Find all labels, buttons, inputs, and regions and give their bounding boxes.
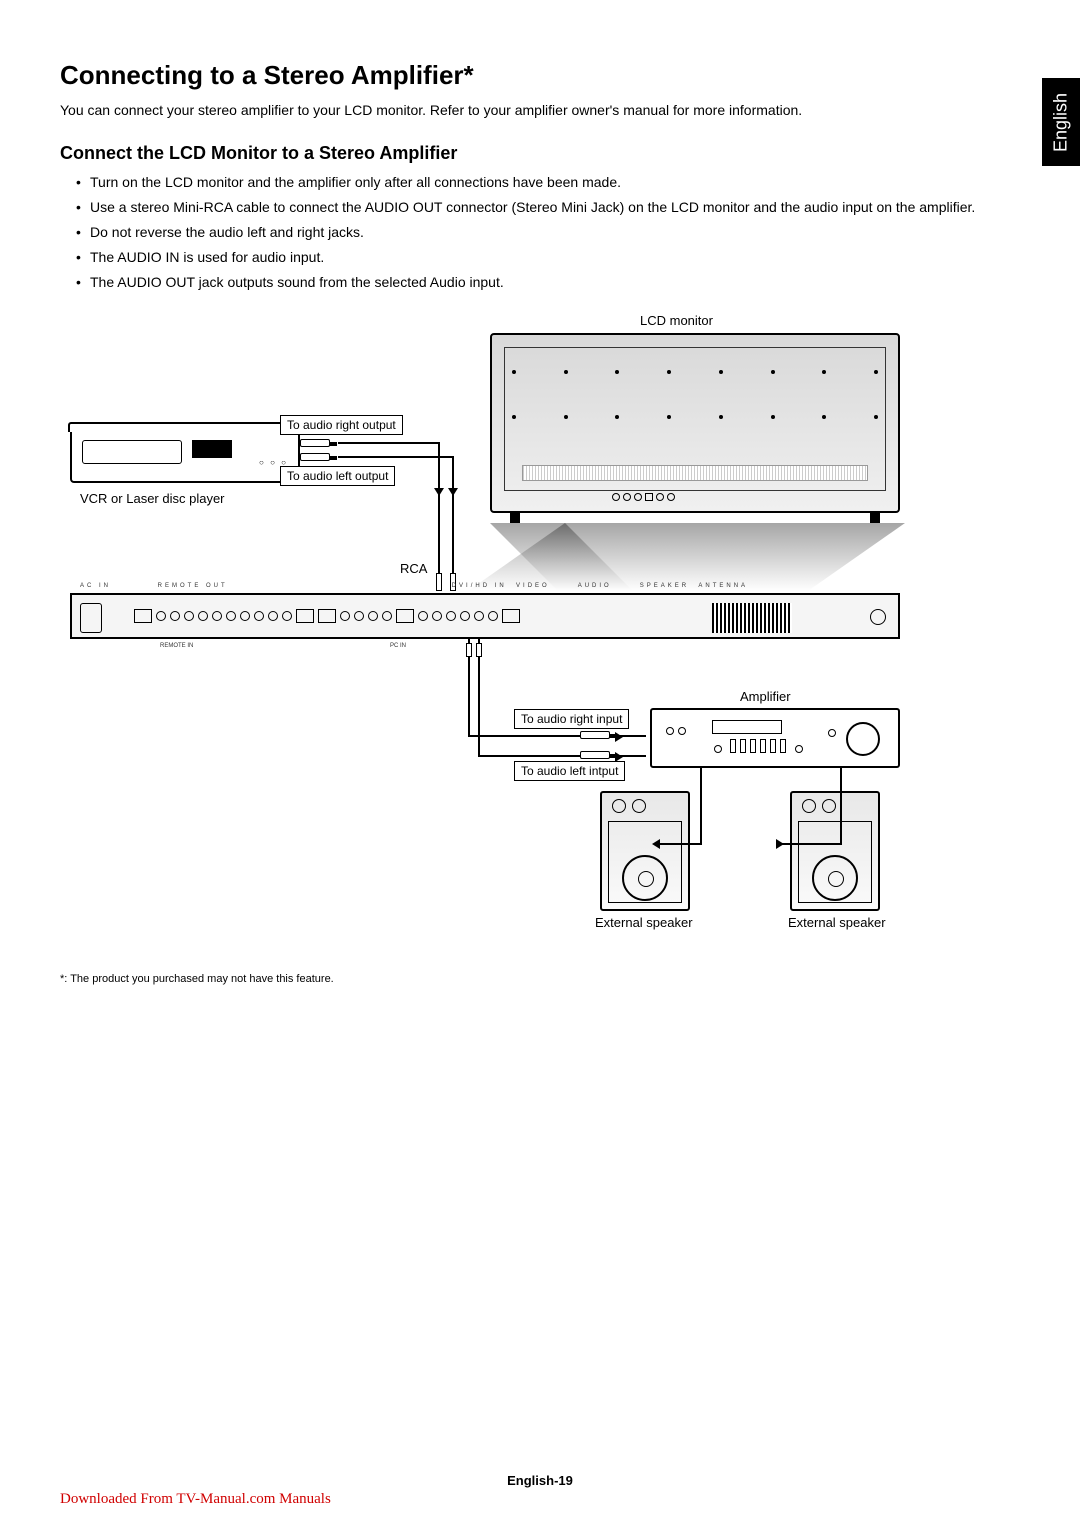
label-lcd-monitor: LCD monitor: [640, 313, 713, 328]
list-item: Do not reverse the audio left and right …: [76, 222, 1020, 243]
intro-text: You can connect your stereo amplifier to…: [60, 101, 1020, 121]
download-source-link[interactable]: Downloaded From TV-Manual.com Manuals: [60, 1491, 331, 1508]
connection-diagram: LCD monitor ○ ○ ○ VCR or Laser disc play…: [60, 313, 1000, 953]
label-rca: RCA: [400, 561, 427, 576]
label-amplifier: Amplifier: [740, 689, 791, 704]
page-title: Connecting to a Stereo Amplifier*: [60, 60, 1020, 91]
language-tab: English: [1042, 78, 1080, 166]
label-external-speaker: External speaker: [788, 915, 886, 930]
rca-plug-icon: [300, 439, 330, 447]
rca-plug-icon: [580, 731, 610, 739]
page-number: English-19: [0, 1473, 1080, 1488]
label-audio-right-input: To audio right input: [514, 709, 629, 729]
vcr-icon: ○ ○ ○: [70, 428, 300, 483]
list-item: Use a stereo Mini-RCA cable to connect t…: [76, 197, 1020, 218]
list-item: The AUDIO OUT jack outputs sound from th…: [76, 272, 1020, 293]
label-vcr: VCR or Laser disc player: [80, 491, 225, 506]
label-audio-right-output: To audio right output: [280, 415, 403, 435]
label-external-speaker: External speaker: [595, 915, 693, 930]
list-item: The AUDIO IN is used for audio input.: [76, 247, 1020, 268]
lcd-monitor-icon: [490, 333, 900, 513]
label-audio-left-input: To audio left intput: [514, 761, 625, 781]
amplifier-icon: [650, 708, 900, 768]
footnote-text: *: The product you purchased may not hav…: [60, 973, 1020, 985]
speaker-icon: [600, 791, 690, 911]
rca-plug-icon: [300, 453, 330, 461]
instruction-list: Turn on the LCD monitor and the amplifie…: [60, 172, 1020, 293]
rear-panel-icon: [70, 593, 900, 639]
list-item: Turn on the LCD monitor and the amplifie…: [76, 172, 1020, 193]
label-audio-left-output: To audio left output: [280, 466, 395, 486]
rca-plug-icon: [580, 751, 610, 759]
section-heading: Connect the LCD Monitor to a Stereo Ampl…: [60, 143, 1020, 164]
speaker-icon: [790, 791, 880, 911]
